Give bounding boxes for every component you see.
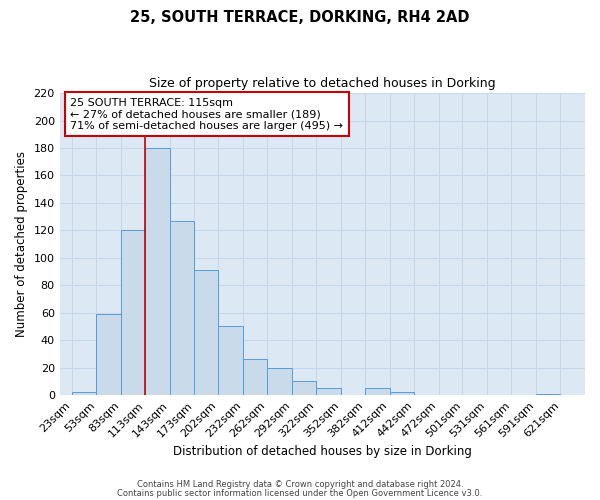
Bar xyxy=(242,360,267,395)
Bar xyxy=(218,326,242,395)
Text: 25 SOUTH TERRACE: 115sqm
← 27% of detached houses are smaller (189)
71% of semi-: 25 SOUTH TERRACE: 115sqm ← 27% of detach… xyxy=(70,98,343,131)
Bar xyxy=(145,148,170,395)
Bar xyxy=(97,314,121,395)
Bar xyxy=(170,220,194,395)
Bar xyxy=(121,230,145,395)
Bar xyxy=(316,388,341,395)
Title: Size of property relative to detached houses in Dorking: Size of property relative to detached ho… xyxy=(149,78,496,90)
Bar xyxy=(194,270,218,395)
X-axis label: Distribution of detached houses by size in Dorking: Distribution of detached houses by size … xyxy=(173,444,472,458)
Bar xyxy=(267,368,292,395)
Bar xyxy=(292,382,316,395)
Bar xyxy=(536,394,560,395)
Bar xyxy=(390,392,414,395)
Text: Contains HM Land Registry data © Crown copyright and database right 2024.: Contains HM Land Registry data © Crown c… xyxy=(137,480,463,489)
Y-axis label: Number of detached properties: Number of detached properties xyxy=(15,151,28,337)
Bar xyxy=(365,388,390,395)
Bar xyxy=(72,392,97,395)
Text: Contains public sector information licensed under the Open Government Licence v3: Contains public sector information licen… xyxy=(118,489,482,498)
Text: 25, SOUTH TERRACE, DORKING, RH4 2AD: 25, SOUTH TERRACE, DORKING, RH4 2AD xyxy=(130,10,470,25)
